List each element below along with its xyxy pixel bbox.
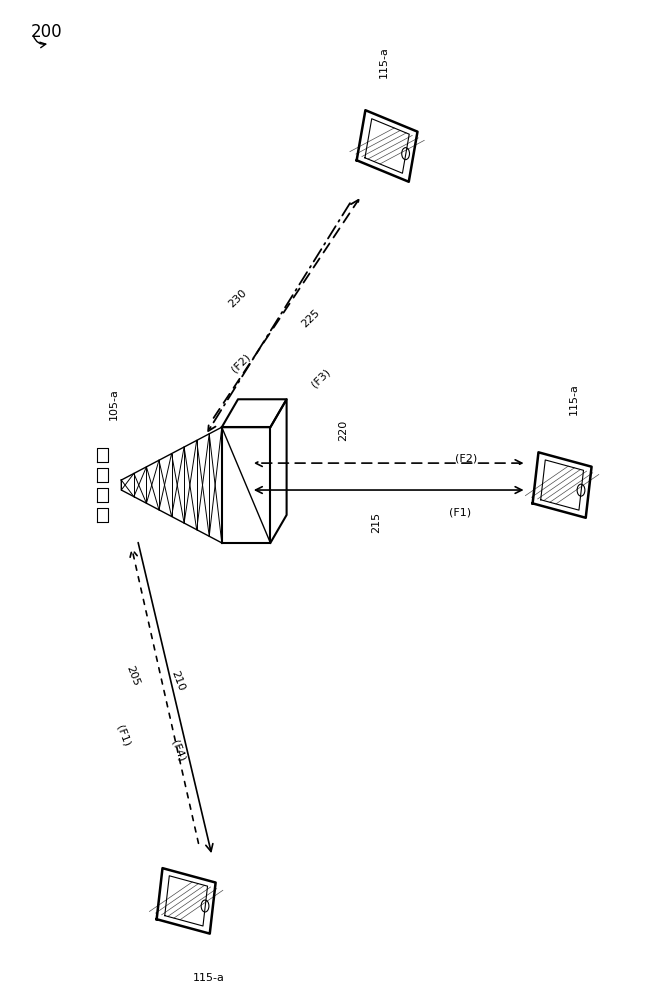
Text: 215: 215: [370, 512, 381, 533]
Text: 115-a: 115-a: [193, 973, 225, 983]
Text: (F1): (F1): [449, 508, 471, 518]
Polygon shape: [121, 427, 222, 543]
Text: 210: 210: [170, 669, 186, 692]
Polygon shape: [97, 448, 108, 462]
Polygon shape: [165, 876, 208, 926]
Polygon shape: [97, 488, 108, 502]
Text: 220: 220: [339, 420, 348, 441]
Text: (F2): (F2): [230, 352, 253, 374]
Polygon shape: [97, 468, 108, 482]
Polygon shape: [222, 427, 270, 543]
Text: 115-a: 115-a: [379, 46, 389, 78]
Text: 200: 200: [31, 23, 62, 41]
Text: (F3): (F3): [309, 367, 332, 389]
Polygon shape: [222, 399, 286, 427]
Text: 115-a: 115-a: [568, 383, 579, 415]
Text: (F4): (F4): [169, 738, 187, 762]
Text: (F2): (F2): [455, 453, 478, 463]
Text: 205: 205: [124, 664, 141, 687]
Polygon shape: [97, 508, 108, 522]
Text: 225: 225: [300, 307, 322, 329]
Polygon shape: [541, 460, 583, 510]
Text: 230: 230: [227, 287, 249, 309]
Text: (F1): (F1): [115, 723, 132, 747]
Polygon shape: [365, 119, 409, 173]
Text: 105-a: 105-a: [108, 388, 118, 420]
Polygon shape: [157, 868, 215, 934]
Polygon shape: [533, 452, 592, 518]
Polygon shape: [357, 110, 417, 182]
Polygon shape: [270, 399, 286, 543]
